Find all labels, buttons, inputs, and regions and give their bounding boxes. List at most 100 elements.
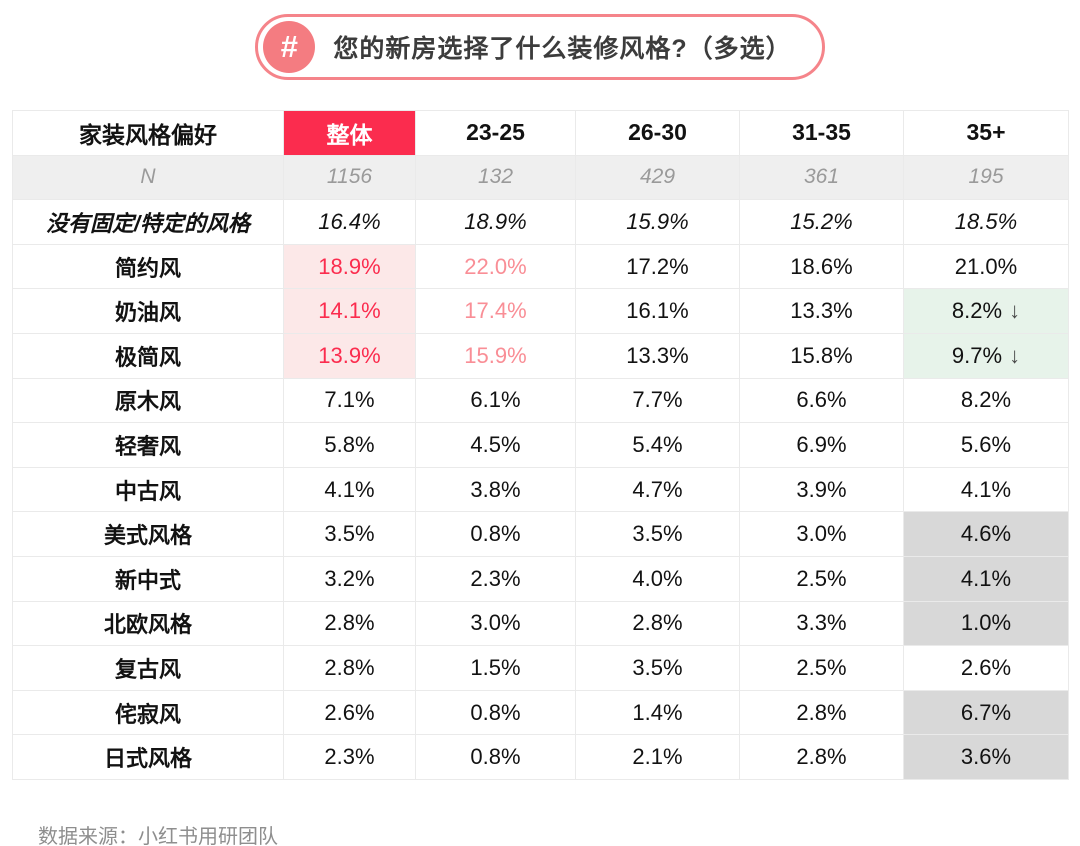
- value-cell: 8.2% ↓: [903, 288, 1069, 334]
- value-cell: 13.3%: [575, 332, 740, 379]
- value-cell: 13.3%: [739, 288, 904, 334]
- value-text: 15.9%: [464, 342, 527, 368]
- styles-table: 家装风格偏好 整体 23-25 26-30 31-35 35+ N 1156 132…: [12, 110, 1069, 780]
- value-cell: 2.6%: [283, 689, 416, 736]
- value-text: 17.2%: [626, 253, 689, 279]
- value-cell: 6.9%: [739, 422, 904, 468]
- header-age-35plus: 35+: [903, 110, 1069, 156]
- style-row: 新中式 3.2% 2.3% 4.0% 2.5% 4.1%: [12, 555, 1069, 602]
- value-text: 5.6%: [960, 431, 1012, 457]
- value-cell: 13.9%: [283, 332, 416, 379]
- value-cell: 2.1%: [575, 734, 740, 780]
- style-row: 北欧风格 2.8% 3.0% 2.8% 3.3% 1.0%: [12, 600, 1069, 647]
- value-text: 22.0%: [464, 253, 527, 279]
- value-cell: 7.7%: [575, 377, 740, 424]
- value-text: 6.1%: [470, 387, 521, 413]
- value-text: 2.5%: [796, 654, 847, 680]
- data-source-note: 数据来源：小红书用研团队: [38, 825, 278, 846]
- value-cell: 6.6%: [739, 377, 904, 424]
- value-text: 2.1%: [632, 744, 683, 770]
- value-cell: 15.9%: [575, 199, 740, 245]
- styles-table-container: 家装风格偏好 整体 23-25 26-30 31-35 35+ N 1156 132…: [12, 110, 1069, 780]
- value-text: 2.3%: [470, 565, 521, 591]
- header-category: 家装风格偏好: [12, 110, 284, 156]
- value-cell: 9.7% ↓: [903, 332, 1069, 379]
- style-row: 轻奢风 5.8% 4.5% 5.4% 6.9% 5.6%: [12, 422, 1069, 468]
- value-text: 4.1%: [960, 476, 1012, 502]
- value-cell: 3.5%: [575, 645, 740, 691]
- value-text: 3.5%: [632, 654, 683, 680]
- value-text: 3.8%: [470, 476, 521, 502]
- value-text: 7.1%: [324, 387, 375, 413]
- value-text: 21.0%: [954, 253, 1018, 279]
- value-cell: 3.9%: [739, 466, 904, 513]
- value-text: 15.9%: [626, 208, 689, 234]
- style-row: 没有固定/特定的风格 16.4% 18.9% 15.9% 15.2% 18.5%: [12, 199, 1069, 245]
- value-cell: 22.0%: [415, 243, 576, 290]
- row-label: 复古风: [12, 645, 284, 691]
- value-cell: 3.0%: [739, 511, 904, 557]
- value-text: 1.5%: [470, 654, 521, 680]
- value-text: 15.2%: [790, 208, 853, 234]
- value-cell: 18.9%: [415, 199, 576, 245]
- value-text: 3.0%: [470, 610, 521, 636]
- value-cell: 2.8%: [739, 689, 904, 736]
- value-cell: 7.1%: [283, 377, 416, 424]
- value-text: 18.9%: [464, 208, 527, 234]
- row-label: 轻奢风: [12, 422, 284, 468]
- row-label: 原木风: [12, 377, 284, 424]
- value-cell: 18.9%: [283, 243, 416, 290]
- value-cell: 3.2%: [283, 555, 416, 602]
- style-row: 侘寂风 2.6% 0.8% 1.4% 2.8% 6.7%: [12, 689, 1069, 736]
- header-row: 家装风格偏好 整体 23-25 26-30 31-35 35+: [12, 110, 1069, 156]
- value-cell: 2.5%: [739, 645, 904, 691]
- value-cell: 5.8%: [283, 422, 416, 468]
- value-cell: 3.3%: [739, 600, 904, 647]
- n-label: N: [12, 154, 284, 201]
- value-text: 7.7%: [632, 387, 683, 413]
- value-cell: 2.8%: [283, 600, 416, 647]
- header-overall: 整体: [283, 110, 416, 156]
- value-cell: 4.0%: [575, 555, 740, 602]
- value-text: 9.7%: [951, 342, 1003, 368]
- n-value: 195: [903, 154, 1069, 201]
- value-cell: 2.8%: [575, 600, 740, 647]
- row-label: 奶油风: [12, 288, 284, 334]
- value-text: 3.3%: [796, 610, 847, 636]
- value-cell: 15.9%: [415, 332, 576, 379]
- value-text: 14.1%: [318, 298, 381, 324]
- value-cell: 3.6%: [903, 734, 1069, 780]
- value-text: 13.3%: [626, 342, 689, 368]
- value-text: 15.8%: [790, 342, 853, 368]
- value-text: 3.5%: [324, 521, 375, 547]
- n-value: 429: [575, 154, 740, 201]
- value-cell: 4.1%: [283, 466, 416, 513]
- value-text: 0.8%: [470, 521, 521, 547]
- header-age-23-25: 23-25: [415, 110, 576, 156]
- value-text: 8.2%: [960, 387, 1012, 413]
- value-cell: 1.4%: [575, 689, 740, 736]
- value-cell: 2.6%: [903, 645, 1069, 691]
- style-row: 日式风格 2.3% 0.8% 2.1% 2.8% 3.6%: [12, 734, 1069, 780]
- value-text: 4.0%: [632, 565, 683, 591]
- header-age-31-35: 31-35: [739, 110, 904, 156]
- value-cell: 6.1%: [415, 377, 576, 424]
- value-text: 6.6%: [796, 387, 847, 413]
- value-text: 1.0%: [960, 610, 1012, 636]
- value-cell: 4.1%: [903, 466, 1069, 513]
- value-text: 3.6%: [960, 744, 1012, 770]
- value-cell: 6.7%: [903, 689, 1069, 736]
- hash-icon: #: [263, 21, 316, 73]
- value-text: 2.8%: [324, 654, 375, 680]
- style-row: 原木风 7.1% 6.1% 7.7% 6.6% 8.2%: [12, 377, 1069, 424]
- value-cell: 1.5%: [415, 645, 576, 691]
- value-cell: 3.5%: [283, 511, 416, 557]
- value-text: 13.3%: [790, 298, 853, 324]
- value-text: 17.4%: [464, 298, 527, 324]
- row-label: 没有固定/特定的风格: [12, 199, 284, 245]
- sample-size-row: N 1156 132 429 361 195: [12, 154, 1069, 201]
- header-age-26-30: 26-30: [575, 110, 740, 156]
- value-cell: 14.1%: [283, 288, 416, 334]
- row-label: 美式风格: [12, 511, 284, 557]
- n-value: 361: [739, 154, 904, 201]
